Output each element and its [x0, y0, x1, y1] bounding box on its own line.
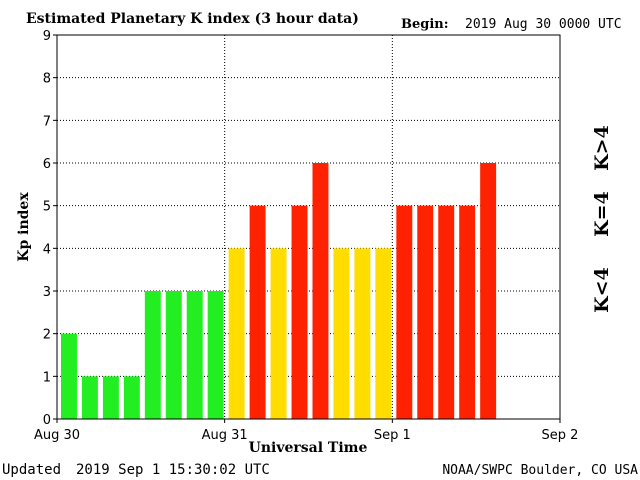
y-tick-label-8: 8: [43, 72, 51, 87]
kp-bar-12: [312, 163, 329, 419]
y-axis-label: Kp index: [16, 192, 32, 262]
x-tick-label-1: Aug 31: [202, 428, 248, 443]
kp-bar-10: [270, 248, 287, 419]
x-tick-label-3: Sep 2: [542, 428, 579, 443]
kp-bar-16: [396, 205, 413, 419]
kp-bar-6: [186, 291, 203, 419]
x-axis-label: Universal Time: [249, 440, 368, 456]
legend-below: K<4: [591, 267, 613, 313]
updated-value: 2019 Sep 1 15:30:02 UTC: [76, 462, 270, 478]
begin-label: Begin:: [401, 17, 449, 32]
y-tick-label-4: 4: [43, 242, 51, 257]
y-tick-label-0: 0: [43, 413, 51, 428]
y-tick-label-1: 1: [43, 370, 51, 385]
kp-bar-15: [375, 248, 392, 419]
kp-bar-19: [459, 205, 476, 419]
kp-bar-14: [354, 248, 371, 419]
kp-bar-9: [249, 205, 266, 419]
y-tick-label-9: 9: [43, 29, 51, 44]
y-axis-ticks: 0 1 2 3 4 5 6 7 8 9: [43, 29, 57, 428]
x-tick-label-0: Aug 30: [34, 428, 80, 443]
kp-bar-7: [207, 291, 224, 419]
y-tick-label-7: 7: [43, 114, 51, 129]
kp-bar-4: [144, 291, 161, 419]
kp-bar-17: [417, 205, 434, 419]
x-tick-label-2: Sep 1: [374, 428, 411, 443]
legend-equal: K=4: [591, 191, 613, 237]
legend-above: K>4: [591, 125, 613, 171]
bars: [61, 163, 497, 419]
kp-bar-1: [81, 376, 98, 419]
y-tick-label-3: 3: [43, 285, 51, 300]
kp-bar-8: [228, 248, 245, 419]
y-tick-label-2: 2: [43, 328, 51, 343]
kp-bar-2: [102, 376, 119, 419]
y-tick-label-5: 5: [43, 200, 51, 215]
kp-bar-0: [61, 333, 77, 419]
x-axis-ticks: Aug 30 Aug 31 Sep 1 Sep 2: [34, 419, 578, 443]
grid: [57, 35, 560, 419]
kp-bar-18: [438, 205, 455, 419]
kp-bar-13: [333, 248, 350, 419]
y-tick-label-6: 6: [43, 157, 51, 172]
kp-bar-11: [291, 205, 308, 419]
begin-value: 2019 Aug 30 0000 UTC: [465, 17, 622, 32]
credit-text: NOAA/SWPC Boulder, CO USA: [442, 463, 638, 478]
kp-bar-3: [123, 376, 140, 419]
plot-area-frame: [56, 34, 561, 420]
updated-label: Updated: [2, 462, 61, 478]
chart-title: Estimated Planetary K index (3 hour data…: [26, 11, 359, 27]
kp-bar-20: [480, 163, 497, 419]
kp-bar-5: [165, 291, 182, 419]
